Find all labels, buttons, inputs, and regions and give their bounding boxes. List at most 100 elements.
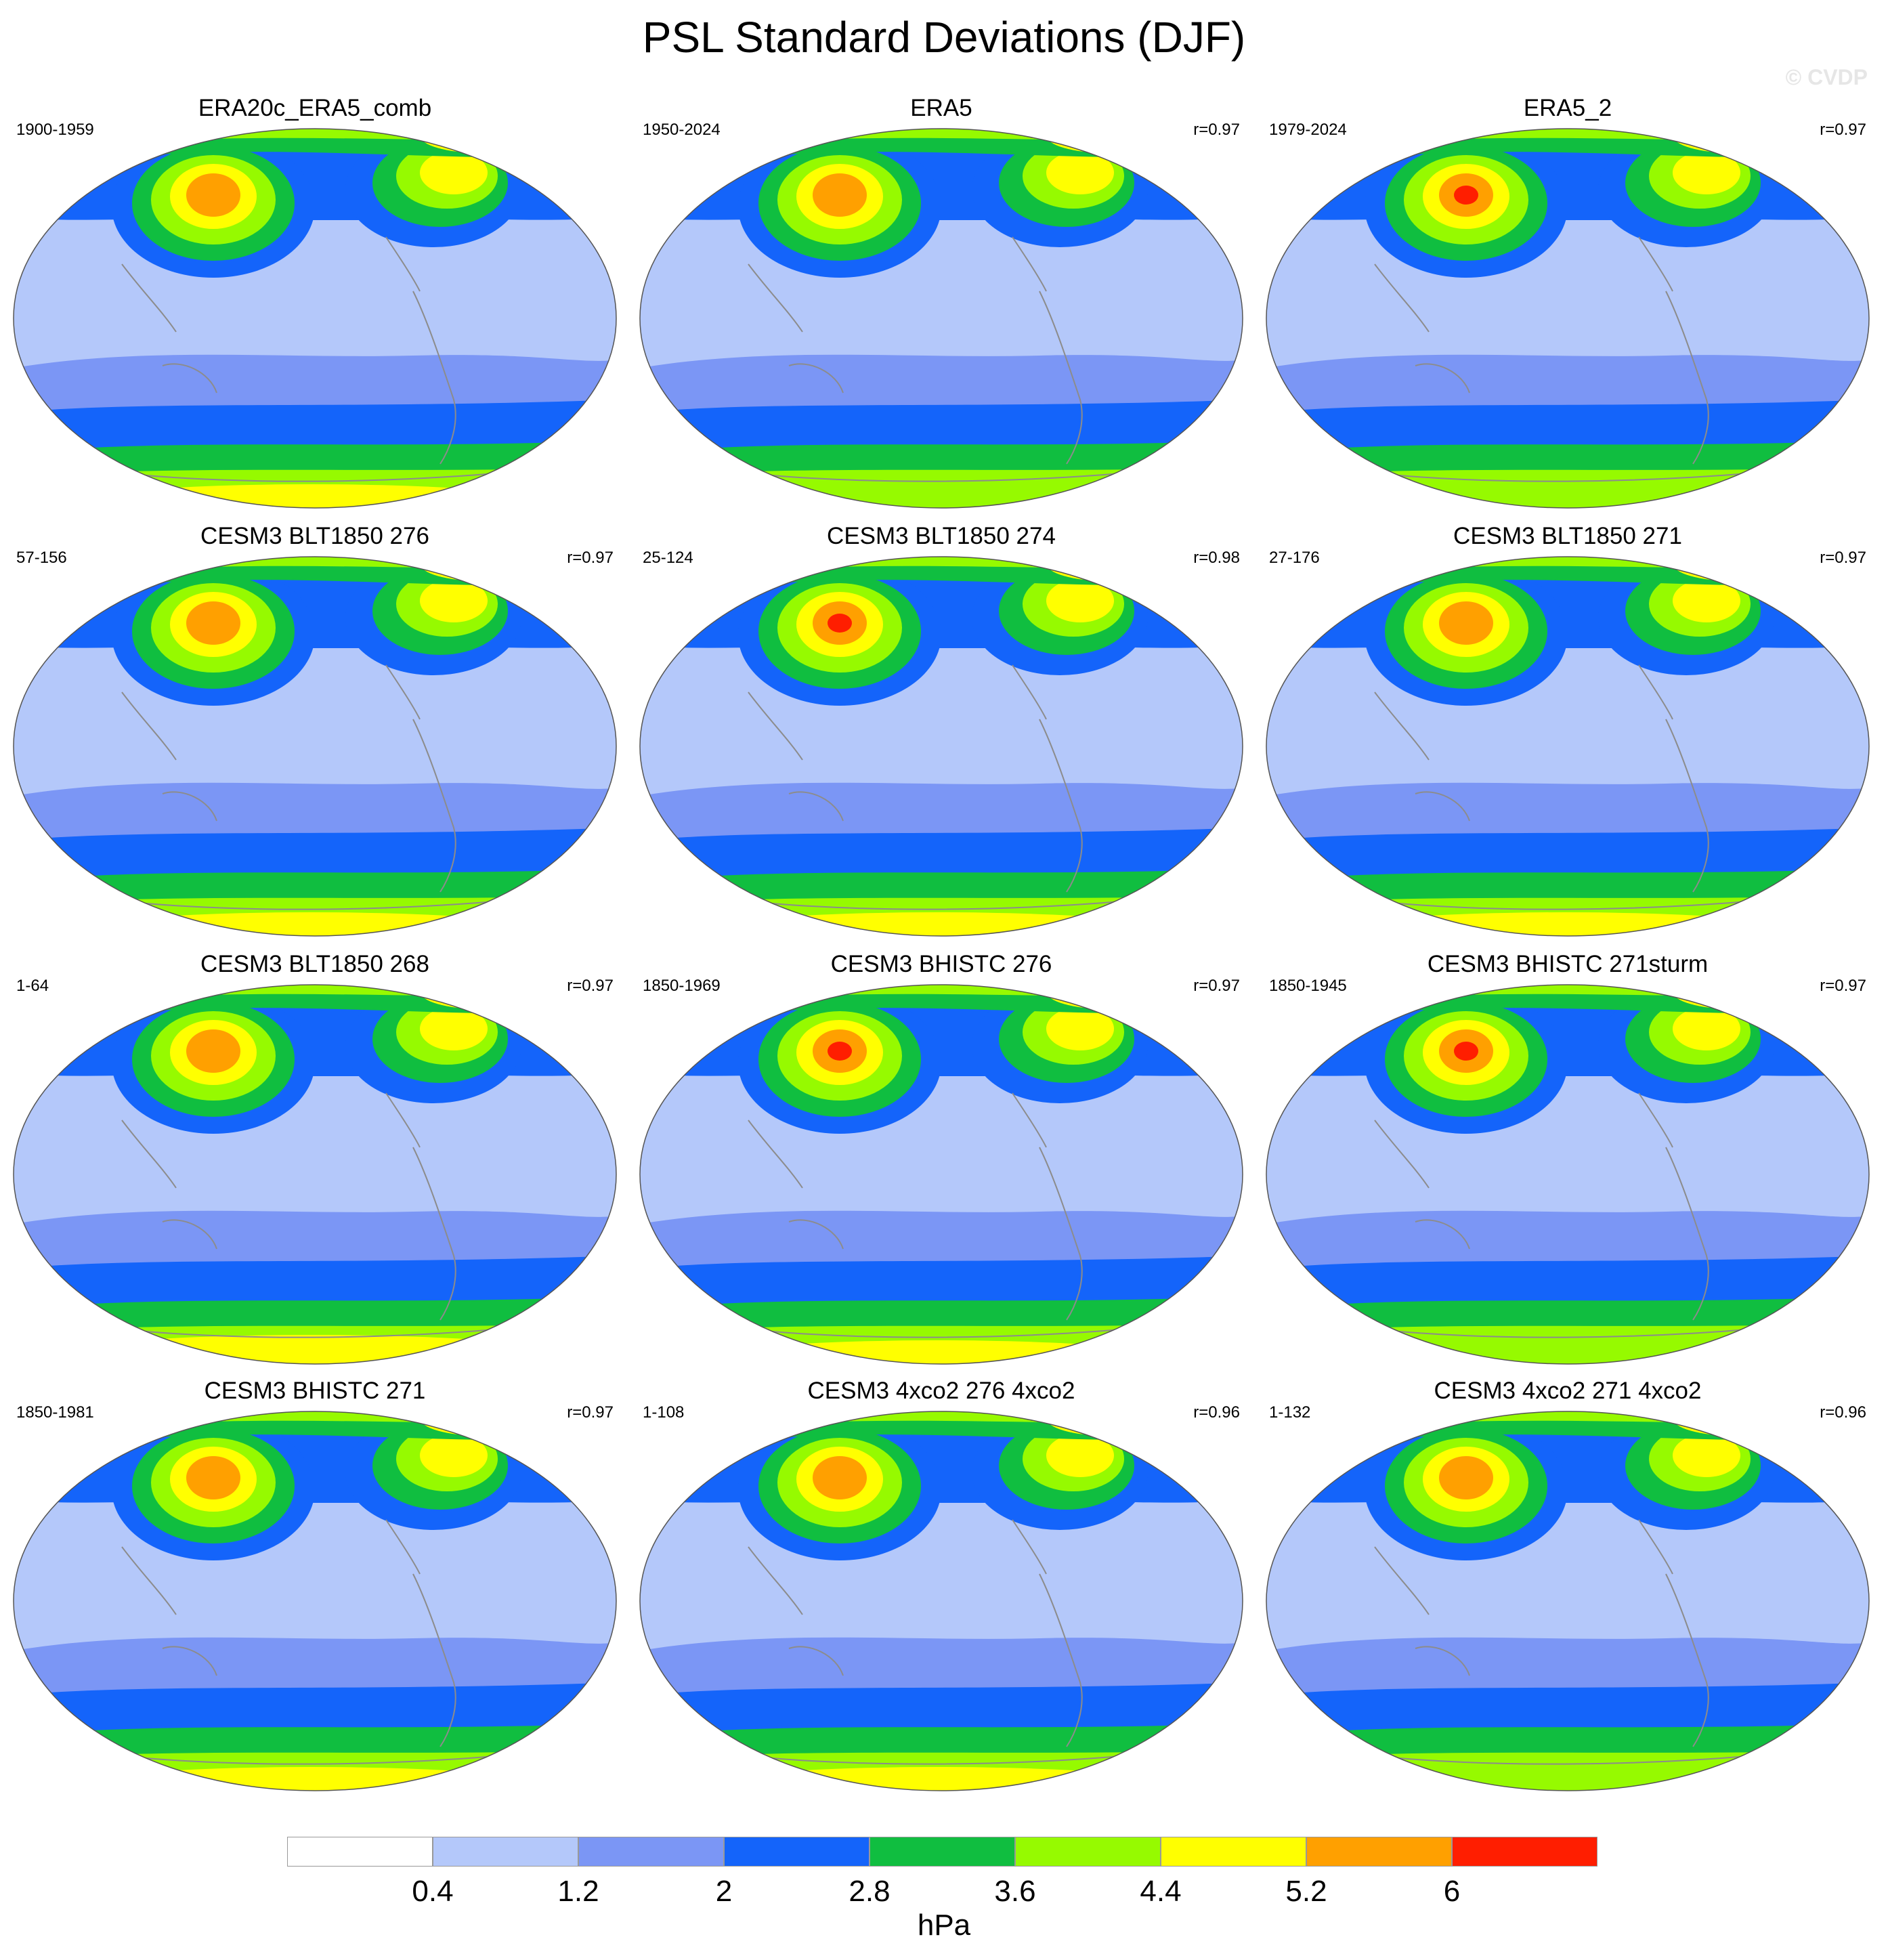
panel-years: 1850-1981 [16,1403,94,1422]
field-band-7-north [1712,129,1769,144]
map-svg [13,984,617,1365]
map-svg [639,556,1243,937]
panel-years: 1850-1969 [643,977,721,995]
panel-years: 1900-1959 [16,121,94,139]
field-band-7-north [1086,557,1142,572]
panel-title: CESM3 4xco2 276 4xco2 [807,1378,1075,1404]
colorbar-box [1452,1837,1597,1867]
map-field [640,1411,1243,1791]
coastline-central-america [385,236,421,292]
map-field [14,1411,616,1791]
coastline-central-america [1012,664,1047,720]
field-band-7-north [459,557,516,572]
coastline-east-asia [1374,1120,1430,1189]
panel-title: CESM3 BHISTC 271 [204,1378,426,1404]
map-border [13,128,617,509]
map-field [640,557,1243,936]
panel-pattern-correlation: r=0.97 [567,549,614,567]
panel-pattern-correlation: r=0.97 [1820,549,1866,567]
coastline-east-asia [121,263,177,333]
coastline-east-asia [748,1120,803,1189]
field-band-7-north [459,1411,516,1426]
panel-years: 1850-1945 [1269,977,1347,995]
colorbar-box [870,1837,1015,1867]
colorbar-box [578,1837,724,1867]
map-panel: ERA5 1950-2024 r=0.97 [633,95,1249,515]
field-band-7-north [1086,129,1142,144]
map-svg [639,1411,1243,1791]
field-lobe-pacific-8 [828,614,852,633]
coastline-central-america [1638,1519,1673,1575]
field-band-7-north [1086,985,1142,1000]
map-panel: CESM3 BHISTC 271 1850-1981 r=0.97 [7,1378,623,1797]
coastline-east-asia [121,1120,177,1189]
field-lobe-pacific-8 [1454,1042,1478,1061]
field-lobe-pacific-7 [1439,1456,1493,1499]
coastline-south-america [412,291,456,465]
coastline-east-asia [121,691,177,761]
coastline-australia [1415,1219,1470,1250]
map-field [14,129,616,508]
map-svg [639,984,1243,1365]
map-panel: CESM3 BLT1850 268 1-64 r=0.97 [7,951,623,1371]
map-panel: CESM3 BLT1850 271 27-176 r=0.97 [1260,523,1876,943]
coastline-australia [1415,791,1470,822]
field-band-6-south [694,912,1182,936]
field-lobe-pacific-7 [813,1456,867,1499]
coastline-central-america [1012,1092,1047,1148]
panel-title: CESM3 BLT1850 271 [1453,523,1682,549]
coastline-east-asia [1374,1546,1430,1615]
field-lobe-atlantic-6 [1046,1007,1114,1050]
colorbar-box [724,1837,870,1867]
field-lobe-atlantic-6 [420,151,488,194]
colorbar-box [1015,1837,1161,1867]
map-field [1266,129,1869,508]
panel-title: CESM3 4xco2 271 4xco2 [1434,1378,1702,1404]
panel-pattern-correlation: r=0.96 [1193,1403,1240,1422]
field-band-6-south [68,484,555,508]
panel-years: 25-124 [643,549,693,567]
coastline-australia [1415,1646,1470,1676]
coastline-central-america [385,1092,421,1148]
map-border [639,1411,1243,1791]
field-lobe-atlantic-6 [1046,151,1114,194]
coastline-south-america [1665,719,1709,893]
coastline-central-america [1638,1092,1673,1148]
colorbar-unit-label: hPa [917,1909,971,1942]
map-field [640,129,1243,508]
map-panel: CESM3 BLT1850 276 57-156 r=0.97 [7,523,623,943]
coastline-east-asia [1374,263,1430,333]
panel-years: 1950-2024 [643,121,721,139]
map-panel: CESM3 4xco2 276 4xco2 1-108 r=0.96 [633,1378,1249,1797]
map-svg [639,128,1243,509]
field-lobe-atlantic-6 [1046,579,1114,622]
map-svg [1266,556,1870,937]
field-band-6-south [27,1335,596,1364]
map-field [1266,557,1869,936]
field-band-7-north [459,129,516,144]
field-band-7-north [1086,1411,1142,1426]
map-border [639,984,1243,1365]
panel-years: 1-108 [643,1403,685,1422]
panel-title: CESM3 BLT1850 268 [200,951,429,977]
coastline-central-america [1012,1519,1047,1575]
panel-title: CESM3 BLT1850 276 [200,523,429,549]
panel-title: CESM3 BHISTC 276 [830,951,1052,977]
field-band-6-north-b [420,129,542,153]
panel-years: 1-132 [1269,1403,1311,1422]
coastline-australia [162,1646,217,1676]
coastline-australia [788,1646,844,1676]
field-band-6-north-b [1046,129,1168,153]
field-lobe-pacific-7 [1439,601,1493,645]
coastline-australia [162,791,217,822]
map-panel: CESM3 BHISTC 271sturm 1850-1945 r=0.97 [1260,951,1876,1371]
colorbar-box [1161,1837,1306,1867]
field-lobe-pacific-7 [186,173,240,217]
coastline-south-america [1665,1147,1709,1321]
map-border [1266,1411,1870,1791]
coastline-south-america [1665,291,1709,465]
map-border [13,1411,617,1791]
field-band-6-south [1321,912,1808,936]
map-border [1266,128,1870,509]
field-band-6-north-b [1046,1411,1168,1436]
